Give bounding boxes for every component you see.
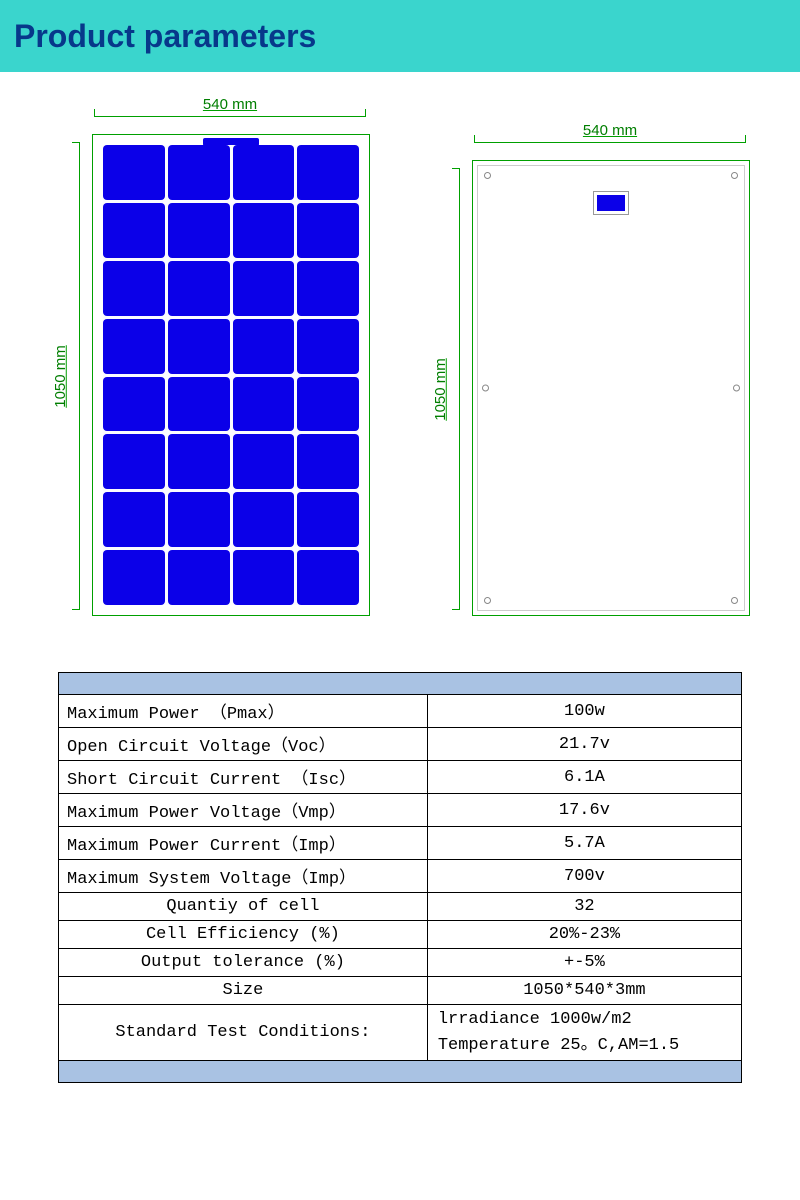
param-value: 32: [427, 893, 741, 921]
table-row: Maximum Power Current（Imp）5.7A: [59, 827, 742, 860]
solar-cell: [297, 550, 359, 605]
parameters-table: Maximum Power （Pmax）100wOpen Circuit Vol…: [58, 672, 742, 1083]
solar-cell: [168, 434, 230, 489]
conditions-value: lrradiance 1000w/m2Temperature 25。C,AM=1…: [427, 1005, 741, 1061]
table-row: Size1050*540*3mm: [59, 977, 742, 1005]
param-label: Maximum Power Voltage（Vmp）: [59, 794, 428, 827]
solar-cell: [233, 145, 295, 200]
param-value: 20%-23%: [427, 921, 741, 949]
solar-cell: [103, 145, 165, 200]
mount-hole-icon: [733, 385, 740, 392]
solar-cell: [103, 261, 165, 316]
param-label: Output tolerance (%): [59, 949, 428, 977]
conditions-label: Standard Test Conditions:: [59, 1005, 428, 1061]
table-header-row: [59, 673, 742, 695]
dimension-width-back-label: 540 mm: [583, 122, 637, 139]
solar-cell: [233, 261, 295, 316]
solar-cell: [103, 377, 165, 432]
param-value: 6.1A: [427, 761, 741, 794]
solar-cell: [103, 319, 165, 374]
panel-front-outline: [92, 134, 370, 616]
table-row: Maximum Power （Pmax）100w: [59, 695, 742, 728]
solar-cell: [168, 550, 230, 605]
solar-cell: [233, 377, 295, 432]
param-value: 1050*540*3mm: [427, 977, 741, 1005]
diagram-area: 540 mm 1050 mm 540 mm 1050 mm: [0, 72, 800, 652]
param-value: 100w: [427, 695, 741, 728]
junction-port-icon: [594, 192, 628, 214]
solar-cell: [297, 377, 359, 432]
mount-hole-icon: [482, 385, 489, 392]
diagram-front: 540 mm 1050 mm: [40, 96, 380, 616]
solar-cell: [297, 492, 359, 547]
solar-cell: [297, 434, 359, 489]
param-label: Maximum System Voltage（Imp）: [59, 860, 428, 893]
solar-cell: [168, 261, 230, 316]
solar-cell: [168, 145, 230, 200]
param-label: Maximum Power Current（Imp）: [59, 827, 428, 860]
solar-cell: [297, 261, 359, 316]
mount-hole-icon: [484, 597, 491, 604]
solar-cell: [103, 550, 165, 605]
panel-back-outline: [472, 160, 750, 616]
param-value: 5.7A: [427, 827, 741, 860]
table-row: Maximum System Voltage（Imp）700v: [59, 860, 742, 893]
solar-cell: [103, 492, 165, 547]
table-row: Open Circuit Voltage（Voc）21.7v: [59, 728, 742, 761]
table-row: Output tolerance (%)+-5%: [59, 949, 742, 977]
solar-cell-grid: [103, 145, 359, 605]
table-row: Maximum Power Voltage（Vmp）17.6v: [59, 794, 742, 827]
param-value: 17.6v: [427, 794, 741, 827]
table-row: Short Circuit Current （Isc）6.1A: [59, 761, 742, 794]
solar-cell: [297, 203, 359, 258]
page-title: Product parameters: [14, 18, 316, 55]
mount-hole-icon: [484, 172, 491, 179]
solar-cell: [233, 203, 295, 258]
solar-cell: [168, 492, 230, 547]
solar-cell: [297, 319, 359, 374]
param-label: Open Circuit Voltage（Voc）: [59, 728, 428, 761]
solar-cell: [168, 319, 230, 374]
solar-cell: [103, 203, 165, 258]
solar-cell: [297, 145, 359, 200]
param-label: Maximum Power （Pmax）: [59, 695, 428, 728]
param-value: 700v: [427, 860, 741, 893]
diagram-back: 540 mm 1050 mm: [420, 122, 760, 616]
dimension-height-front: 1050 mm: [40, 142, 80, 610]
param-label: Cell Efficiency (%): [59, 921, 428, 949]
param-label: Size: [59, 977, 428, 1005]
mount-hole-icon: [731, 172, 738, 179]
header-band: Product parameters: [0, 0, 800, 72]
dimension-width-front-label: 540 mm: [203, 96, 257, 113]
param-value: 21.7v: [427, 728, 741, 761]
solar-cell: [233, 492, 295, 547]
dimension-height-front-label: 1050 mm: [52, 345, 69, 408]
solar-cell: [233, 319, 295, 374]
solar-cell: [168, 203, 230, 258]
param-label: Quantiy of cell: [59, 893, 428, 921]
mount-hole-icon: [731, 597, 738, 604]
table-row: Cell Efficiency (%)20%-23%: [59, 921, 742, 949]
param-value: +-5%: [427, 949, 741, 977]
dimension-width-back: 540 mm: [474, 122, 746, 150]
table-row-conditions: Standard Test Conditions:lrradiance 1000…: [59, 1005, 742, 1061]
solar-cell: [233, 434, 295, 489]
solar-cell: [103, 434, 165, 489]
table-row: Quantiy of cell32: [59, 893, 742, 921]
dimension-height-back: 1050 mm: [420, 168, 460, 610]
panel-back-surface: [477, 165, 745, 611]
table-footer-row: [59, 1061, 742, 1083]
solar-cell: [168, 377, 230, 432]
solar-cell: [233, 550, 295, 605]
param-label: Short Circuit Current （Isc）: [59, 761, 428, 794]
dimension-height-back-label: 1050 mm: [432, 358, 449, 421]
dimension-width-front: 540 mm: [94, 96, 366, 124]
